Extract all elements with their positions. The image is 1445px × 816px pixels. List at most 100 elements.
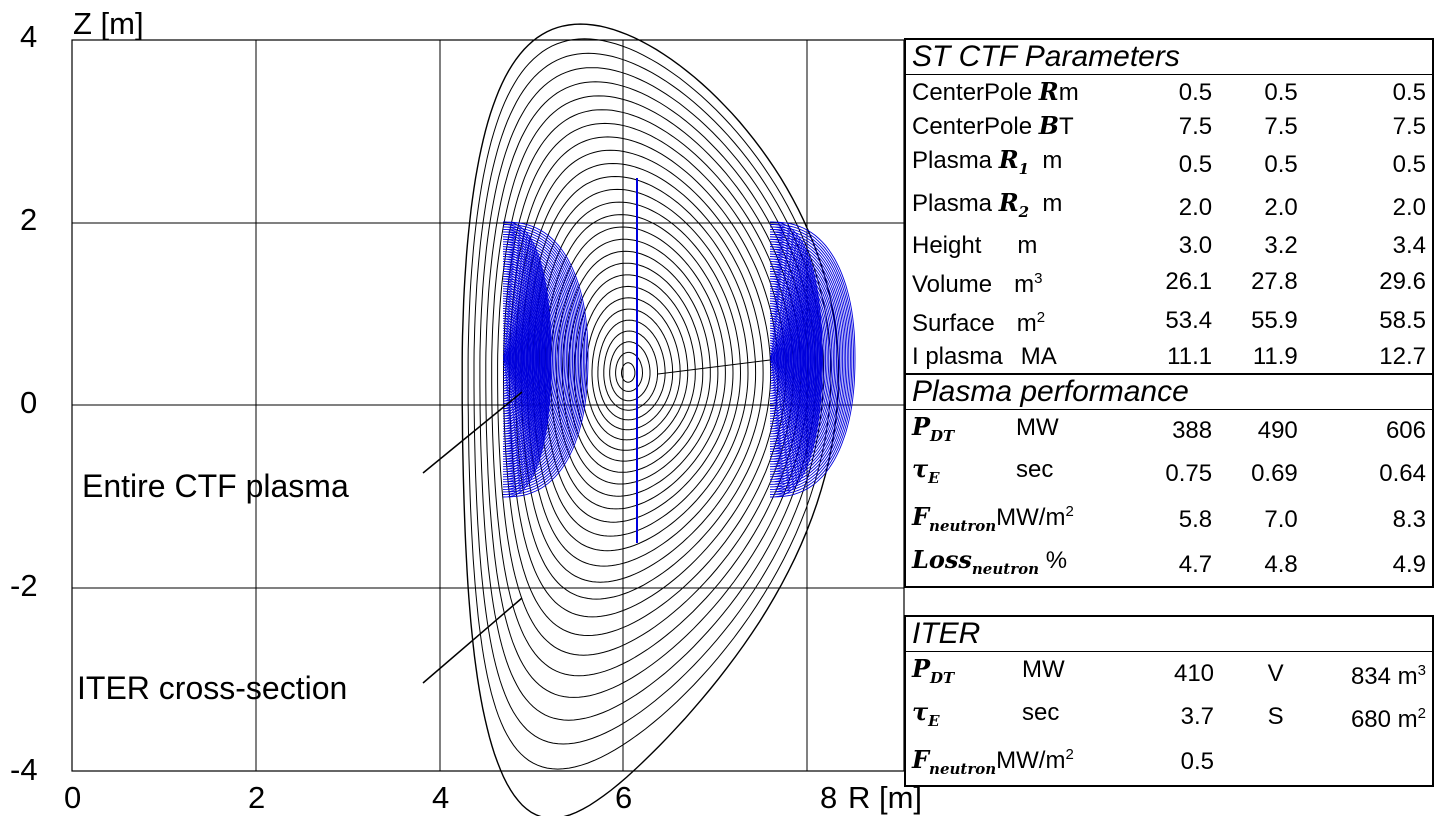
row-symbol: P	[912, 411, 931, 441]
x-tick: 8	[820, 780, 837, 815]
iter-flux-contour	[567, 262, 704, 473]
ctf-flux-surface	[769, 241, 844, 478]
cell-value: 680 m	[1350, 705, 1418, 733]
row-symbol: τ	[912, 454, 929, 484]
cell-value: 3.2	[1264, 231, 1298, 259]
x-tick: 6	[615, 780, 632, 815]
row-symbol-sub: neutron	[929, 516, 997, 535]
cell-value: 7.0	[1264, 505, 1298, 533]
unit-exponent: 2	[1036, 308, 1046, 326]
table-row: FneutronMW/m2 5.8 7.0 8.3	[905, 495, 1433, 543]
row-symbol-sub: neutron	[929, 759, 997, 778]
iter-flux-contour	[485, 81, 809, 698]
cell-key: V	[1267, 659, 1284, 687]
ctf-flux-surface	[769, 236, 847, 483]
ctf-flux-surface	[502, 352, 507, 364]
x-tick: 0	[64, 780, 81, 815]
row-symbol-sub: 2	[1018, 202, 1030, 221]
magnetic-axis-marker	[657, 359, 771, 375]
ctf-flux-surface	[502, 231, 583, 488]
ctf-flux-surface	[769, 221, 856, 498]
cell-key	[1220, 738, 1290, 787]
row-label: Volume	[912, 270, 993, 298]
y-axis-label: Z [m]	[73, 6, 144, 41]
iter-flux-contour	[603, 330, 659, 411]
cell-value: 388	[1172, 417, 1213, 445]
cell-value: 0.5	[1178, 150, 1213, 178]
performance-title: Plasma performance	[905, 372, 1433, 410]
table-row: Plasma R2 m 2.0 2.0 2.0	[905, 186, 1433, 229]
ctf-flux-surface	[769, 258, 833, 460]
ctf-flux-surface	[769, 233, 848, 485]
iter-flux-contour	[461, 23, 840, 816]
cell-value: 3.4	[1392, 231, 1426, 259]
y-tick: -2	[10, 568, 38, 603]
ctf-plasma-left-lobe	[502, 221, 589, 498]
y-tick: 0	[20, 385, 37, 420]
ctf-flux-surface	[769, 248, 839, 470]
x-tick: 4	[432, 780, 449, 815]
cell-value: 11.9	[1252, 342, 1298, 370]
cell-value: 7.5	[1178, 112, 1213, 140]
row-label: I plasma	[912, 342, 1003, 370]
iter-parameters-table: ITER PDT MW 410 V 834 m3 τE sec 3.7 S 680 …	[904, 615, 1434, 788]
row-symbol: F	[912, 502, 930, 532]
iter-flux-contour	[497, 109, 794, 656]
cell-value: 0.69	[1251, 460, 1298, 488]
table-row: FneutronMW/m2 0.5	[905, 738, 1433, 787]
cell-value: 4.7	[1178, 550, 1213, 578]
iter-flux-contour	[532, 188, 749, 552]
ctf-flux-surface	[502, 221, 589, 498]
unit-exponent: 2	[1065, 503, 1074, 521]
cell-value: 26.1	[1165, 267, 1213, 295]
row-unit: MA	[1020, 342, 1057, 370]
unit-exponent: 2	[1417, 704, 1426, 722]
ctf-flux-surface	[769, 268, 827, 450]
iter-flux-contour	[585, 297, 681, 441]
row-symbol: P	[912, 654, 931, 683]
ctf-parameters-table: ST CTF Parameters CenterPole Rm 0.5 0.5 …	[904, 38, 1434, 588]
cell-value: 2.0	[1392, 193, 1426, 221]
row-symbol: R	[998, 145, 1019, 174]
table-row: τE sec 3.7 S 680 m2	[905, 695, 1433, 738]
table-row: Plasma R1 m 0.5 0.5 0.5	[905, 143, 1433, 186]
iter-flux-contour	[467, 38, 832, 770]
cell-value: 3.0	[1178, 231, 1213, 259]
ctf-flux-surface	[502, 238, 578, 480]
table-row: CenterPole Rm 0.5 0.5 0.5	[905, 75, 1433, 110]
row-unit: MW	[1016, 413, 1059, 441]
row-symbol: Loss	[912, 544, 972, 574]
ctf-leader-line	[422, 391, 523, 474]
unit-exponent: 2	[1065, 745, 1074, 763]
cell-value: 55.9	[1251, 306, 1298, 334]
cell-value: 4.8	[1264, 550, 1298, 578]
y-tick: 2	[20, 202, 37, 237]
ctf-flux-surface	[769, 253, 836, 465]
ctf-flux-surface	[502, 228, 584, 490]
ctf-flux-surface	[502, 224, 587, 495]
row-unit: T	[1059, 113, 1074, 140]
ctf-flux-surface	[502, 335, 518, 382]
unit-exponent: 3	[1034, 269, 1043, 287]
ctf-flux-surface	[769, 273, 823, 445]
ctf-flux-surface	[502, 236, 580, 483]
table-row: Volume m3 26.1 27.8 29.6	[905, 262, 1433, 301]
ctf-flux-surface	[769, 224, 854, 495]
cell-value: 490	[1257, 417, 1298, 445]
ctf-annotation: Entire CTF plasma	[82, 468, 349, 504]
ctf-flux-surface	[769, 261, 831, 458]
iter-annotation: ITER cross-section	[77, 670, 347, 706]
iter-flux-contour	[609, 341, 651, 402]
ctf-table-title: ST CTF Parameters	[905, 39, 1433, 75]
iter-flux-contour	[573, 274, 696, 462]
cell-key: S	[1267, 702, 1284, 730]
cell-value: 8.3	[1392, 505, 1426, 533]
cell-value: 12.7	[1379, 342, 1426, 370]
ctf-flux-surface	[769, 231, 850, 488]
ctf-flux-surface	[502, 290, 546, 427]
row-unit: MW/m	[996, 504, 1066, 532]
cell-value: 0.64	[1379, 460, 1426, 488]
row-unit: sec	[1016, 456, 1054, 484]
row-unit: m	[1016, 309, 1037, 337]
row-unit: m	[1017, 231, 1038, 259]
